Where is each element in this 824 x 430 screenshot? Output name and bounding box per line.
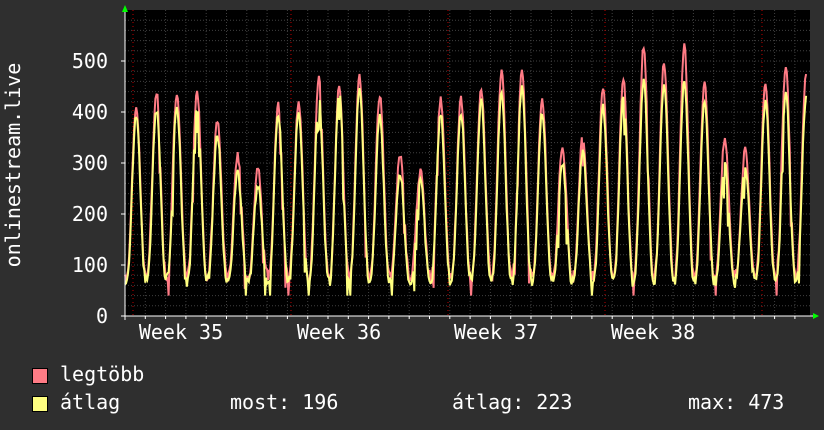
y-tick-label: 0 [96,304,108,328]
legend-item-avg: átlag [32,390,120,414]
y-axis-arrow-icon [122,5,128,12]
y-tick-label: 500 [72,49,108,73]
y-tick-label: 200 [72,202,108,226]
grid [124,10,810,316]
x-tick-label: Week 35 [139,320,223,344]
series-layer [124,43,808,296]
stat-max: max: 473 [688,390,785,414]
legend-label-avg: átlag [60,390,121,414]
legend-swatch-avg [32,395,48,412]
legend-label-max: legtöbb [60,362,145,386]
x-tick-label: Week 36 [297,320,381,344]
x-tick-labels: Week 35 Week 36 Week 37 Week 38 [139,320,695,344]
y-tick-label: 300 [72,151,108,175]
x-tick-label: Week 37 [454,320,538,344]
stat-avg: átlag: 223 [452,390,573,414]
legend-swatch-max [32,367,48,384]
series-line-avg [124,78,808,296]
x-tick-label: Week 38 [611,320,695,344]
y-tick-label: 100 [72,253,108,277]
y-tick-labels: 0 100 200 300 400 500 [72,49,108,328]
stat-now: most: 196 [230,390,339,414]
x-axis-arrow-icon [813,313,819,319]
axes [121,5,819,320]
legend-item-max: legtöbb [32,362,144,386]
y-axis-label: onlinestream.live [1,63,25,268]
y-tick-label: 400 [72,100,108,124]
